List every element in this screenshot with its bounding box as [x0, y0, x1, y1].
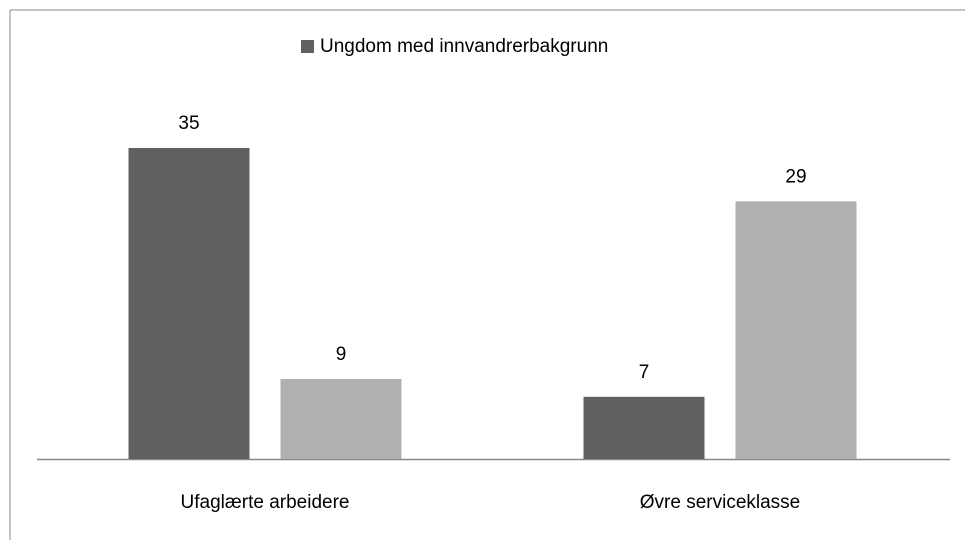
- data-label: 7: [639, 362, 650, 383]
- data-label: 9: [336, 344, 347, 365]
- x-tick-label: Ufaglærte arbeidere: [181, 492, 350, 513]
- legend-swatch: [301, 40, 314, 53]
- bar: [583, 396, 705, 459]
- data-label: 29: [785, 166, 806, 187]
- x-tick-label: Øvre serviceklasse: [640, 492, 801, 513]
- data-label: 35: [178, 113, 199, 134]
- bar: [735, 201, 857, 460]
- legend-label: Ungdom med innvandrerbakgrunn: [320, 36, 608, 57]
- bar: [128, 148, 250, 459]
- bar: [280, 379, 402, 459]
